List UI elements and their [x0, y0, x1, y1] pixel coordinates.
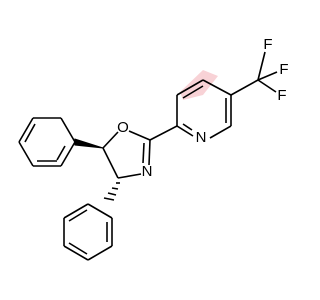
atom-label: N: [142, 163, 153, 180]
atom-label: F: [277, 87, 286, 104]
bonds: [18, 51, 278, 261]
atom-label: N: [196, 129, 207, 146]
atom-label: F: [279, 61, 288, 78]
atom-labels: O N N F F F: [117, 36, 288, 180]
atom-label: F: [263, 36, 272, 53]
molecule: O N N F F F: [18, 36, 289, 261]
highlight: [180, 70, 218, 100]
atom-label: O: [117, 119, 129, 136]
